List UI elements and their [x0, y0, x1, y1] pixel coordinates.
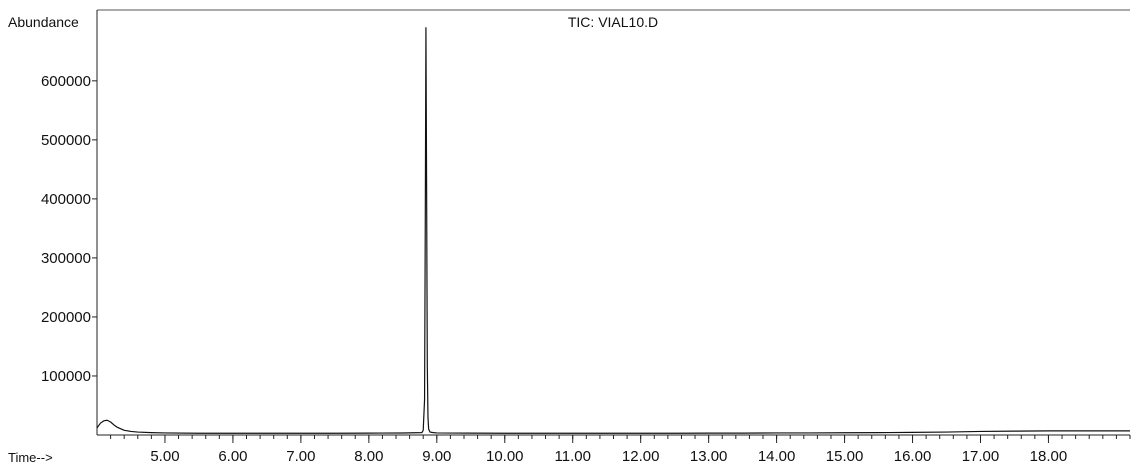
y-tick-label: 500000	[41, 132, 91, 149]
x-tick-label: 8.00	[354, 448, 383, 465]
x-tick-label: 12.00	[622, 448, 660, 465]
y-tick-label: 400000	[41, 191, 91, 208]
x-tick-label: 13.00	[690, 448, 728, 465]
x-tick-label: 6.00	[218, 448, 247, 465]
x-tick-label: 14.00	[758, 448, 796, 465]
x-tick-label: 15.00	[826, 448, 864, 465]
series-line	[96, 27, 1130, 434]
series-group	[96, 27, 1130, 434]
x-tick-label: 17.00	[962, 448, 1000, 465]
y-axis-title: Abundance	[8, 14, 79, 30]
y-tick-label: 600000	[41, 73, 91, 90]
y-tick-label: 100000	[41, 368, 91, 385]
x-tick-label: 7.00	[286, 448, 315, 465]
x-tick-label: 16.00	[894, 448, 932, 465]
x-tick-label: 11.00	[555, 448, 591, 465]
x-tick-label: 10.00	[486, 448, 524, 465]
chart-title: TIC: VIAL10.D	[568, 14, 658, 30]
y-tick-label: 300000	[41, 250, 91, 267]
x-tick-label: 18.00	[1030, 448, 1068, 465]
x-tick-label: 9.00	[422, 448, 451, 465]
y-tick-label: 200000	[41, 309, 91, 326]
axes-group: 5.00 6.00 7.00 8.00 9.00 10.00 11.00 12.00 13.00…	[41, 9, 1131, 465]
x-tick-label: 5.00	[150, 448, 179, 465]
x-axis-title: Time-->	[8, 450, 53, 465]
